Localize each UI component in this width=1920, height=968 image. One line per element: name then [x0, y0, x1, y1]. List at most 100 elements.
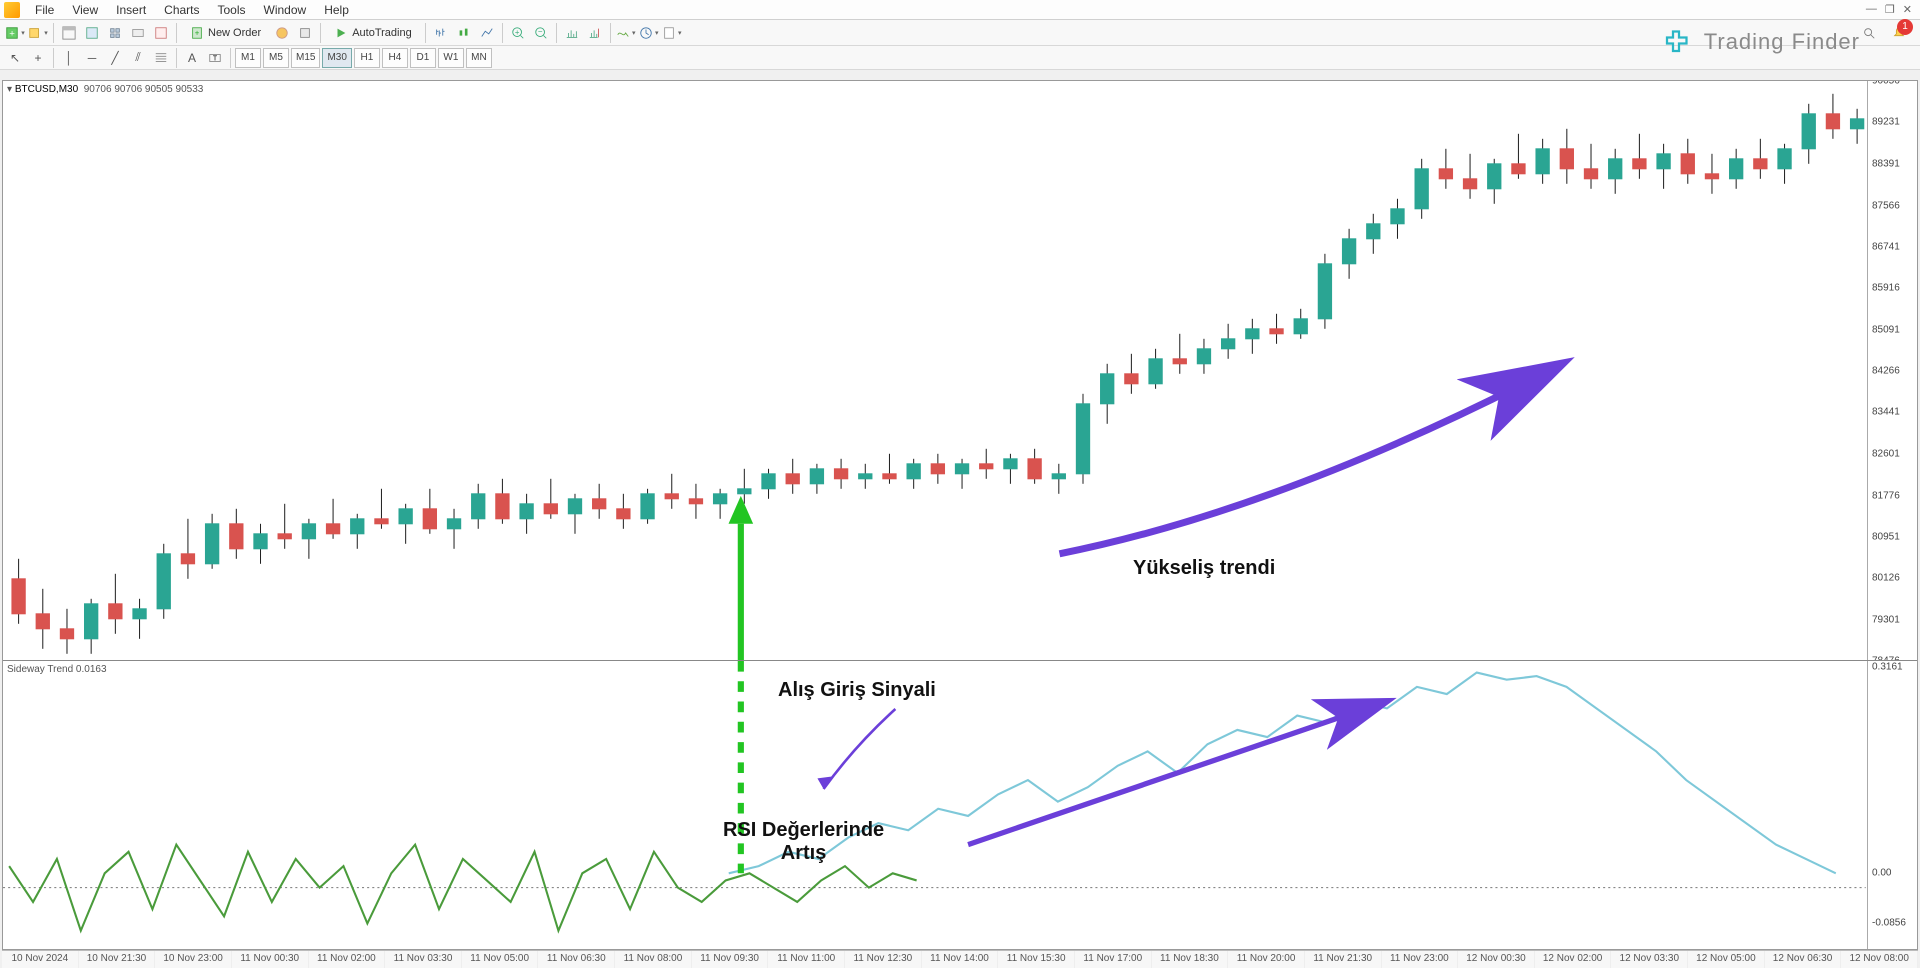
meta-quotes-button[interactable] — [271, 22, 293, 44]
time-label: 11 Nov 21:30 — [1305, 951, 1382, 968]
time-label: 11 Nov 23:00 — [1382, 951, 1459, 968]
timeframe-h4[interactable]: H4 — [382, 48, 408, 68]
time-label: 11 Nov 20:00 — [1228, 951, 1305, 968]
timeframe-h1[interactable]: H1 — [354, 48, 380, 68]
autotrading-button[interactable]: AutoTrading — [325, 22, 421, 44]
app-icon — [4, 2, 20, 18]
templates-button[interactable]: ▾ — [661, 22, 683, 44]
crosshair-button[interactable]: + — [27, 47, 49, 69]
menu-charts[interactable]: Charts — [155, 1, 208, 19]
zoom-in-button[interactable]: + — [507, 22, 529, 44]
trendline-button[interactable]: ╱ — [104, 47, 126, 69]
zoom-out-button[interactable]: − — [530, 22, 552, 44]
time-label: 12 Nov 00:30 — [1458, 951, 1535, 968]
entry-signal-label: Alış Giriş Sinyali — [778, 679, 936, 702]
menu-tools[interactable]: Tools — [209, 1, 255, 19]
line-chart-button[interactable] — [476, 22, 498, 44]
time-label: 12 Nov 06:30 — [1765, 951, 1842, 968]
strategy-tester-button[interactable] — [150, 22, 172, 44]
market-watch-button[interactable] — [58, 22, 80, 44]
indicator-pane[interactable]: Sideway Trend 0.0163 0.31610.00-0.0856 A… — [3, 661, 1917, 949]
chart-shift-button[interactable] — [584, 22, 606, 44]
time-label: 12 Nov 08:00 — [1841, 951, 1918, 968]
cursor-button[interactable]: ↖ — [4, 47, 26, 69]
drawing-toolbar: ↖ + │ ─ ╱ ⫽ A T M1M5M15M30H1H4D1W1MN — [0, 46, 1920, 70]
candle-chart-button[interactable] — [453, 22, 475, 44]
time-label: 11 Nov 09:30 — [692, 951, 769, 968]
brand-watermark: Trading Finder — [1664, 22, 1860, 62]
timeframe-m5[interactable]: M5 — [263, 48, 289, 68]
menu-window[interactable]: Window — [255, 1, 316, 19]
data-window-button[interactable] — [81, 22, 103, 44]
menu-help[interactable]: Help — [315, 1, 358, 19]
auto-scroll-button[interactable] — [561, 22, 583, 44]
fibonacci-button[interactable] — [150, 47, 172, 69]
time-label: 12 Nov 02:00 — [1535, 951, 1612, 968]
svg-text:+: + — [195, 28, 200, 37]
expert-advisors-button[interactable] — [294, 22, 316, 44]
time-label: 11 Nov 17:00 — [1075, 951, 1152, 968]
minimize-button[interactable]: — — [1866, 3, 1877, 16]
time-label: 11 Nov 02:00 — [309, 951, 386, 968]
time-axis: 10 Nov 202410 Nov 21:3010 Nov 23:0011 No… — [2, 950, 1918, 968]
svg-text:−: − — [538, 26, 543, 35]
search-button[interactable] — [1858, 22, 1880, 44]
new-chart-button[interactable]: +▾ — [4, 22, 26, 44]
time-label: 11 Nov 15:30 — [998, 951, 1075, 968]
indicators-button[interactable]: ▾ — [615, 22, 637, 44]
symbol-header: ▾ BTCUSD,M30 90706 90706 90505 90533 — [7, 84, 203, 95]
main-toolbar: +▾ ▾ + New Order AutoTrading + − ▾ ▾ ▾ 1 — [0, 20, 1920, 46]
timeframe-m30[interactable]: M30 — [322, 48, 351, 68]
maximize-button[interactable]: ❐ — [1885, 3, 1895, 16]
autotrading-label: AutoTrading — [352, 27, 412, 39]
time-label: 12 Nov 03:30 — [1611, 951, 1688, 968]
notifications-button[interactable]: 1 — [1888, 22, 1910, 44]
bar-chart-button[interactable] — [430, 22, 452, 44]
svg-text:T: T — [213, 55, 218, 62]
new-order-label: New Order — [208, 27, 261, 39]
equidistant-channel-button[interactable]: ⫽ — [127, 47, 149, 69]
time-label: 10 Nov 21:30 — [79, 951, 156, 968]
time-label: 11 Nov 18:30 — [1152, 951, 1229, 968]
menu-bar: FileViewInsertChartsToolsWindowHelp — ❐ … — [0, 0, 1920, 20]
vertical-line-button[interactable]: │ — [58, 47, 80, 69]
timeframe-m15[interactable]: M15 — [291, 48, 320, 68]
terminal-button[interactable] — [127, 22, 149, 44]
notification-badge: 1 — [1897, 19, 1913, 35]
indicator-y-axis: 0.31610.00-0.0856 — [1867, 661, 1917, 949]
time-label: 11 Nov 03:30 — [385, 951, 462, 968]
text-button[interactable]: A — [181, 47, 203, 69]
price-y-axis: 9005689231883918756686741859168509184266… — [1867, 81, 1917, 660]
text-label-button[interactable]: T — [204, 47, 226, 69]
price-pane[interactable]: ▾ BTCUSD,M30 90706 90706 90505 90533 900… — [3, 81, 1917, 661]
new-order-button[interactable]: + New Order — [181, 22, 270, 44]
timeframe-w1[interactable]: W1 — [438, 48, 464, 68]
rsi-increase-label: RSI Değerlerinde Artış — [723, 819, 884, 865]
timeframe-d1[interactable]: D1 — [410, 48, 436, 68]
time-label: 10 Nov 2024 — [2, 951, 79, 968]
uptrend-label: Yükseliş trendi — [1133, 557, 1275, 580]
time-label: 11 Nov 14:00 — [922, 951, 999, 968]
menu-view[interactable]: View — [63, 1, 107, 19]
time-label: 11 Nov 05:00 — [462, 951, 539, 968]
profiles-button[interactable]: ▾ — [27, 22, 49, 44]
time-label: 12 Nov 05:00 — [1688, 951, 1765, 968]
brand-text: Trading Finder — [1704, 29, 1860, 55]
time-label: 11 Nov 08:00 — [615, 951, 692, 968]
horizontal-line-button[interactable]: ─ — [81, 47, 103, 69]
window-controls: — ❐ ✕ — [1866, 3, 1920, 16]
menu-file[interactable]: File — [26, 1, 63, 19]
menu-insert[interactable]: Insert — [107, 1, 155, 19]
close-button[interactable]: ✕ — [1903, 3, 1912, 16]
chart-container: ▾ BTCUSD,M30 90706 90706 90505 90533 900… — [2, 80, 1918, 950]
time-label: 11 Nov 12:30 — [845, 951, 922, 968]
navigator-button[interactable] — [104, 22, 126, 44]
timeframe-mn[interactable]: MN — [466, 48, 492, 68]
svg-text:+: + — [515, 27, 520, 36]
timeframe-m1[interactable]: M1 — [235, 48, 261, 68]
svg-text:+: + — [9, 28, 15, 39]
brand-logo-icon — [1664, 27, 1694, 57]
indicator-header: Sideway Trend 0.0163 — [7, 664, 107, 675]
periodicity-button[interactable]: ▾ — [638, 22, 660, 44]
time-label: 11 Nov 00:30 — [232, 951, 309, 968]
